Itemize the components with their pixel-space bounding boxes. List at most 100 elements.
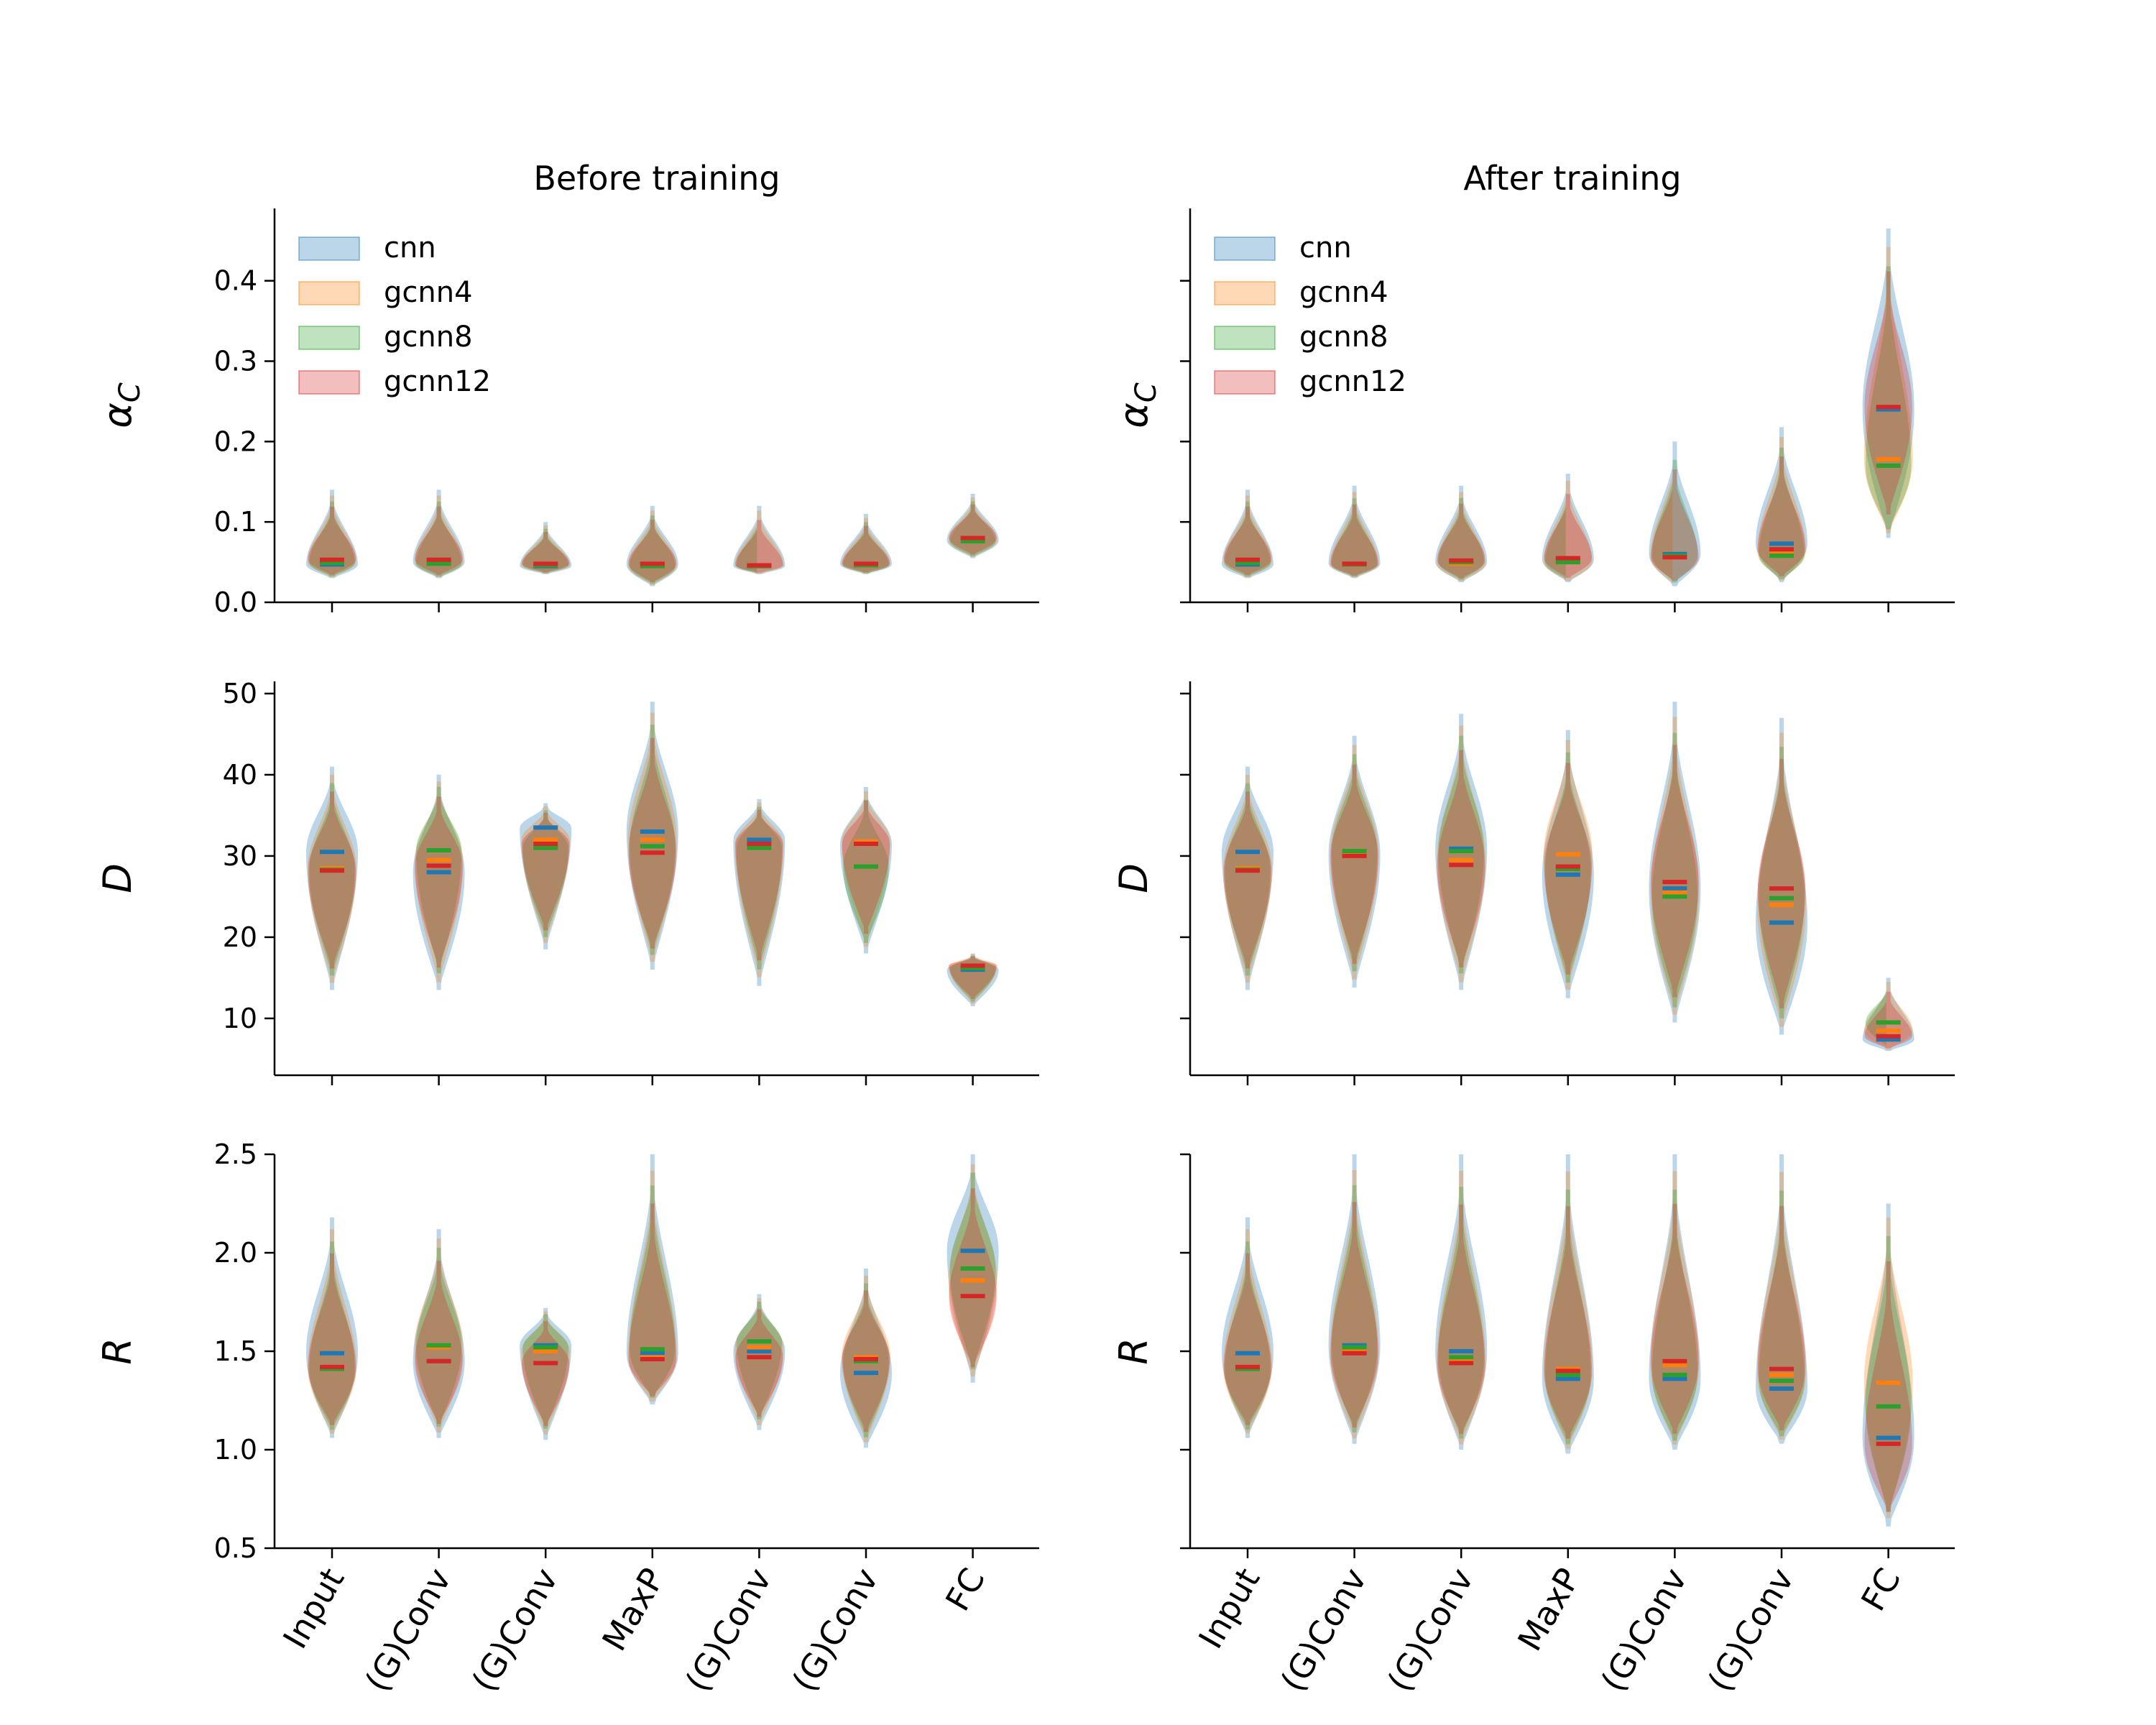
violin-group-1: [1328, 485, 1381, 579]
violin-cnn: [1862, 1203, 1915, 1527]
y-axis-label-sub: C: [1130, 382, 1163, 402]
violin-cnn: [840, 786, 892, 954]
violin-group-3: [1542, 730, 1594, 998]
legend-entry-gcnn12: gcnn12: [384, 365, 491, 398]
violin-gcnn4: [414, 781, 464, 983]
violin-cnn: [306, 1217, 358, 1438]
violin-gcnn4: [1437, 1171, 1485, 1445]
violin-cnn: [1862, 229, 1915, 538]
violin-group-1: [413, 774, 465, 990]
violin-cnn: [1649, 1154, 1701, 1450]
violin-cnn: [1756, 717, 1807, 1035]
violin-group-2: [1435, 714, 1488, 990]
violin-gcnn12: [735, 1309, 783, 1417]
y-tick-label: 0.3: [214, 345, 257, 377]
y-tick-label: 2.5: [214, 1138, 257, 1170]
y-tick-label: 20: [223, 921, 257, 953]
violin-gcnn8: [736, 1302, 783, 1420]
violin-gcnn12: [1757, 1205, 1806, 1430]
x-tick-label: (G)Conv: [464, 1562, 566, 1698]
violin-gcnn4: [414, 1238, 464, 1432]
y-axis-label: D: [95, 863, 140, 893]
violin-group-4: [1649, 441, 1701, 586]
y-axis-label: αC: [95, 382, 147, 428]
legend-swatch-cnn: [1214, 236, 1276, 261]
violin-gcnn4: [734, 510, 784, 574]
violin-gcnn4: [1650, 717, 1700, 1015]
violin-cnn: [1328, 1154, 1381, 1444]
violin-cnn: [946, 953, 999, 1006]
violin-cnn: [1435, 1154, 1488, 1450]
violin-gcnn8: [309, 1241, 355, 1430]
legend-entry-gcnn8: gcnn8: [1299, 321, 1388, 354]
violin-cnn: [520, 1307, 572, 1440]
violin-gcnn8: [1331, 754, 1378, 972]
violin-cnn: [1756, 427, 1807, 582]
violin-group-5: [1756, 1154, 1807, 1444]
violin-gcnn12: [415, 1261, 463, 1425]
violin-gcnn8: [1438, 1187, 1484, 1439]
panel-r1-c0: 10 20 30 40 50 D: [95, 678, 1039, 1085]
y-tick-label: 10: [223, 1003, 257, 1034]
legend-entry-gcnn12: gcnn12: [1299, 365, 1406, 398]
violin-cnn: [733, 505, 786, 574]
violin-cnn: [946, 494, 999, 558]
violin-group-6: [946, 494, 999, 558]
violin-group-0: [306, 489, 358, 579]
y-tick-label: 1.5: [214, 1335, 257, 1367]
violin-cnn: [1756, 1154, 1807, 1444]
violin-group-5: [840, 786, 892, 954]
violin-group-0: [1222, 489, 1273, 579]
violin-gcnn12: [1864, 1261, 1912, 1512]
violin-cnn: [626, 702, 678, 970]
legend-entry-gcnn8: gcnn8: [384, 321, 473, 354]
violin-group-1: [413, 1229, 465, 1438]
violin-cnn: [1222, 489, 1273, 579]
y-tick-label: 30: [223, 840, 257, 872]
violin-gcnn8: [843, 522, 889, 574]
violin-gcnn4: [1330, 1169, 1379, 1439]
legend-entry-gcnn4: gcnn4: [1299, 276, 1388, 309]
violin-cnn: [1328, 485, 1381, 579]
violin-gcnn12: [1330, 504, 1378, 576]
y-axis-label-main: α: [1111, 402, 1156, 428]
violin-gcnn8: [1225, 783, 1271, 976]
violin-gcnn8: [1331, 1185, 1378, 1432]
violin-group-1: [413, 489, 465, 579]
violin-group-0: [306, 1217, 358, 1438]
x-tick-label: (G)Conv: [785, 1562, 886, 1698]
legend-swatch-gcnn4: [298, 281, 360, 305]
y-tick-label: 40: [223, 759, 257, 791]
y-tick-label: 2.0: [214, 1237, 257, 1269]
violin-group-4: [1649, 702, 1701, 1023]
violin-gcnn12: [1864, 271, 1912, 515]
violin-gcnn4: [842, 791, 890, 947]
violin-cnn: [1328, 735, 1381, 988]
violin-gcnn12: [735, 809, 783, 961]
x-tick-label: Input: [275, 1562, 351, 1655]
violin-gcnn4: [521, 1311, 570, 1435]
violin-gcnn12: [1437, 503, 1485, 579]
legend-swatch-gcnn12: [1214, 370, 1276, 395]
violin-gcnn12: [1330, 1202, 1378, 1428]
panel-r0-c1: αC After training cnn gcnn4 gcnn8 gcnn12: [1111, 159, 1955, 612]
violin-group-5: [1756, 427, 1807, 582]
violin-group-0: [1222, 766, 1273, 990]
x-tick-label: FC: [1853, 1562, 1908, 1618]
violin-group-3: [626, 505, 678, 586]
violin-gcnn12: [949, 1188, 997, 1368]
x-tick-label: (G)Conv: [357, 1562, 459, 1698]
legend-entry-gcnn4: gcnn4: [384, 276, 473, 309]
violin-cnn: [520, 803, 572, 949]
x-tick-label: (G)Conv: [1273, 1562, 1374, 1698]
violin-group-2: [520, 1307, 572, 1440]
violin-gcnn12: [1223, 791, 1272, 969]
legend: cnn gcnn4 gcnn8 gcnn12: [1214, 231, 1406, 398]
x-tick-label: (G)Conv: [1593, 1562, 1695, 1698]
y-tick-label: 50: [223, 678, 257, 709]
violin-gcnn8: [1331, 498, 1378, 577]
violin-gcnn12: [1223, 1253, 1272, 1425]
